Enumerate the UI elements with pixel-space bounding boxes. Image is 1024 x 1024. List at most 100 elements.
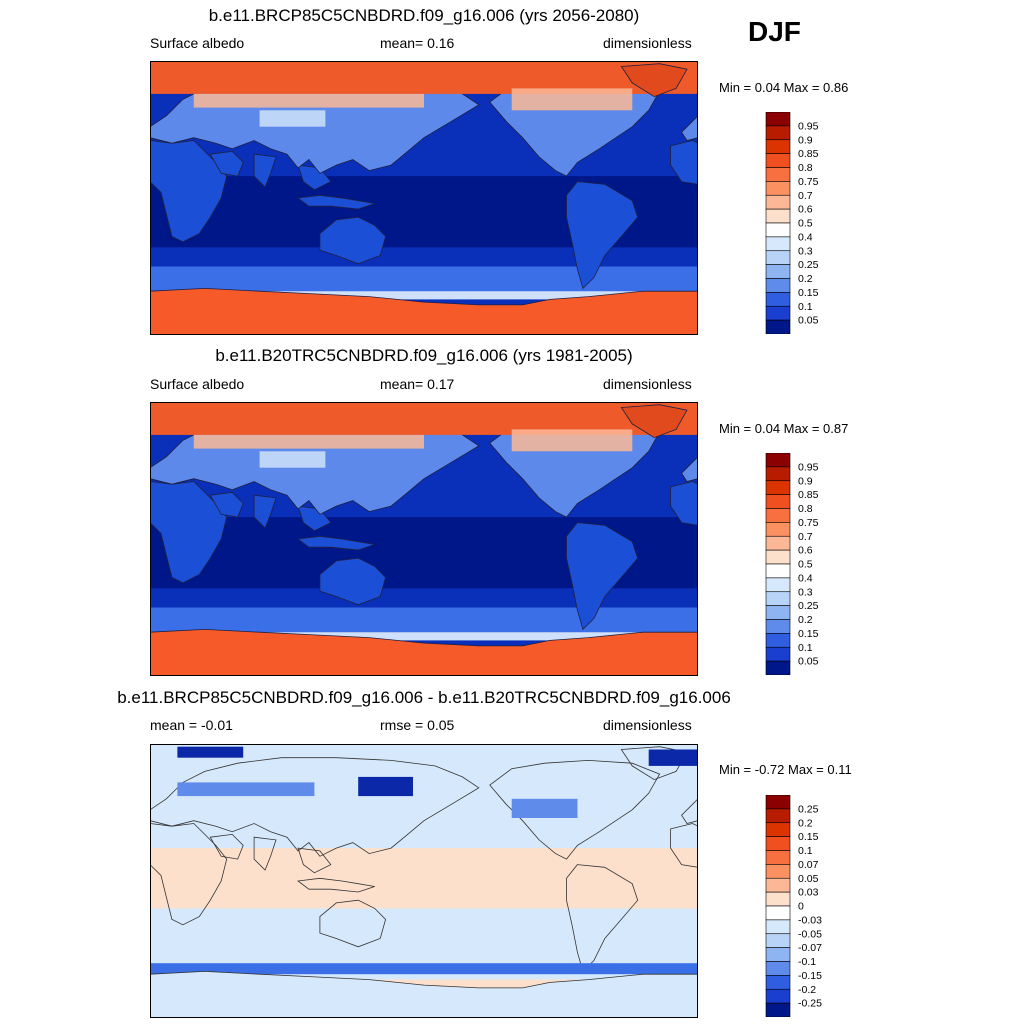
colorbar-box — [765, 139, 791, 154]
panel-2-colorbar: 0.95 0.9 0.85 0.8 0.75 0.7 0.6 0.50.4 0.3 0.25 0.2… — [765, 453, 819, 675]
colorbar-tick-label: 0.9 — [798, 475, 813, 487]
colorbar-box — [765, 236, 791, 252]
colorbar-box — [765, 167, 791, 182]
land-samerica — [566, 522, 639, 631]
colorbar-box — [765, 508, 791, 523]
colorbar-box — [765, 822, 791, 837]
colorbar-box — [765, 494, 791, 509]
land-indonesia — [296, 194, 375, 210]
coast-samerica — [566, 864, 639, 973]
colorbar-tick-label: -0.07 — [798, 942, 822, 954]
colorbar-tick-label: 0.15 — [798, 831, 819, 843]
colorbar-box — [765, 125, 791, 141]
sea-ice-edge — [150, 632, 698, 641]
land-antarctica — [150, 287, 698, 335]
colorbar-box — [765, 864, 791, 879]
colorbar-tick-label: -0.05 — [798, 928, 822, 940]
coast-africa — [150, 823, 228, 926]
colorbar-box — [765, 112, 791, 127]
coast-westafrica — [670, 823, 698, 868]
colorbar-box — [765, 264, 791, 279]
colorbar-box — [765, 591, 791, 606]
panel-3-units-label: dimensionless — [603, 717, 692, 733]
colorbar-box — [765, 522, 791, 537]
central-asia-snow — [259, 110, 326, 127]
north-america-snow-loss — [511, 798, 578, 818]
colorbar-box — [765, 877, 791, 893]
panel-2-title: b.e11.B20TRC5CNBDRD.f09_g16.006 (yrs 198… — [215, 346, 633, 365]
colorbar-box — [765, 250, 791, 265]
land-greenland — [620, 63, 688, 98]
siberia-snow — [193, 434, 424, 449]
colorbar-box — [765, 605, 791, 620]
panel-3-map — [150, 744, 698, 1018]
canada-snow — [511, 88, 633, 111]
colorbar-box — [765, 577, 791, 593]
land-australia — [319, 216, 387, 265]
colorbar-tick-label: 0.25 — [798, 259, 819, 271]
colorbar-tick-label: -0.2 — [798, 984, 816, 996]
colorbar-tick-label: 0.05 — [798, 656, 819, 668]
season-label: DJF — [748, 16, 801, 47]
colorbar-box — [765, 646, 791, 662]
colorbar-tick-label: 0.4 — [798, 231, 813, 243]
colorbar-tick-label: 0.15 — [798, 287, 819, 299]
panel-1-minmax: Min = 0.04 Max = 0.86 — [719, 80, 849, 95]
land-india — [253, 494, 277, 529]
colorbar-tick-label: 0.05 — [798, 873, 819, 885]
colorbar-tick-label: 0.2 — [798, 273, 813, 285]
land-africa — [150, 140, 228, 243]
colorbar-tick-label: 0.25 — [798, 600, 819, 612]
colorbar-box — [765, 850, 791, 865]
colorbar-box — [765, 278, 791, 293]
labrador-ice-loss — [648, 749, 698, 766]
colorbar-tick-label: 0.25 — [798, 803, 819, 815]
colorbar-box — [765, 305, 791, 321]
colorbar-box — [765, 891, 791, 907]
colorbar-box — [765, 905, 791, 921]
land-antarctica — [150, 628, 698, 676]
colorbar-box — [765, 836, 791, 851]
land-indonesia — [296, 535, 375, 551]
colorbar-box — [765, 975, 791, 990]
land-europe — [681, 115, 698, 141]
panel-1-colorbar: 0.95 0.9 0.85 0.8 0.75 0.7 0.6 0.50.4 0.3 0.25 0.2… — [765, 112, 819, 334]
colorbar-box — [765, 633, 791, 648]
colorbar-box — [765, 919, 791, 935]
colorbar-box — [765, 535, 791, 551]
coast-australia — [319, 899, 387, 948]
colorbar-tick-label: 0 — [798, 901, 804, 913]
land-africa — [150, 481, 228, 584]
colorbar-box — [765, 619, 791, 634]
colorbar-tick-label: -0.15 — [798, 970, 822, 982]
colorbar-tick-label: 0.2 — [798, 817, 813, 829]
southern-ocean-band — [150, 266, 698, 292]
colorbar-box — [765, 660, 791, 675]
panel-2-units-label: dimensionless — [603, 376, 692, 392]
land-arabia — [209, 150, 244, 177]
colorbar-box — [765, 453, 791, 468]
central-asia-snow — [259, 451, 326, 468]
colorbar-tick-label: 0.6 — [798, 204, 813, 216]
colorbar-tick-label: 0.1 — [798, 845, 813, 857]
map-frame — [150, 61, 698, 335]
coast-indonesia — [296, 877, 375, 893]
siberia-snow — [193, 93, 424, 108]
colorbar-tick-label: 0.1 — [798, 642, 813, 654]
coast-eurasia — [150, 757, 480, 857]
colorbar-tick-label: 0.5 — [798, 218, 813, 230]
colorbar-tick-label: -0.25 — [798, 998, 822, 1010]
colorbar-tick-label: 0.8 — [798, 503, 813, 515]
panel-1-map — [150, 61, 698, 335]
coast-namerica — [489, 759, 661, 860]
land-greenland — [620, 404, 688, 439]
colorbar-tick-label: 0.85 — [798, 489, 819, 501]
panel-1-mean-label: mean= 0.16 — [380, 35, 455, 51]
colorbar-box — [765, 194, 791, 210]
colorbar-tick-label: -0.1 — [798, 956, 816, 968]
colorbar-box — [765, 795, 791, 810]
panel-1-title: b.e11.BRCP85C5CNBDRD.f09_g16.006 (yrs 20… — [208, 6, 640, 25]
colorbar-box — [765, 988, 791, 1004]
panel-3-colorbar: 0.25 0.2 0.15 0.1 0.07 0.05 0.03 0-0.03 -0.05 -0.… — [765, 795, 822, 1017]
colorbar-tick-label: 0.75 — [798, 517, 819, 529]
